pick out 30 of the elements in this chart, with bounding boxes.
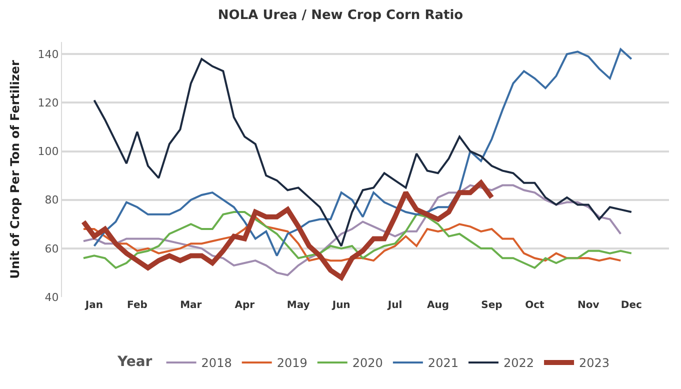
legend-label: 2018	[201, 356, 232, 370]
x-tick-label: Sep	[481, 300, 502, 311]
x-tick-label: Aug	[427, 300, 450, 311]
x-tick-label: Mar	[180, 300, 202, 311]
x-tick-label: Apr	[234, 300, 255, 311]
x-tick-label: Dec	[620, 300, 642, 311]
line-series	[82, 211, 632, 269]
legend-label: 2023	[579, 356, 610, 370]
y-tick-label: 120	[38, 96, 59, 110]
legend-label: 2020	[352, 356, 383, 370]
legend-label: 2022	[503, 356, 534, 370]
line-series	[82, 184, 622, 276]
x-tick-label: May	[286, 300, 310, 311]
line-series	[82, 216, 622, 262]
y-tick-label: 140	[38, 48, 59, 61]
legend-title: Year	[116, 354, 152, 370]
x-tick-label: Oct	[525, 300, 545, 311]
y-axis-title: Unit of Crop Per Ton of Fertilizer	[8, 60, 22, 279]
x-tick-label: Jun	[331, 300, 350, 311]
legend-label: 2021	[428, 356, 458, 370]
x-tick-label: Jul	[386, 300, 402, 311]
y-tick-label: 40	[44, 290, 59, 304]
chart-title: NOLA Urea / New Crop Corn Ratio	[218, 8, 464, 23]
y-tick-label: 80	[44, 194, 59, 207]
legend-label: 2019	[276, 356, 308, 370]
y-tick-label: 100	[38, 145, 59, 158]
x-tick-label: Nov	[578, 300, 600, 311]
y-tick-label: 60	[44, 242, 59, 256]
x-tick-label: Feb	[127, 300, 148, 311]
x-tick-label: Jan	[84, 300, 104, 311]
